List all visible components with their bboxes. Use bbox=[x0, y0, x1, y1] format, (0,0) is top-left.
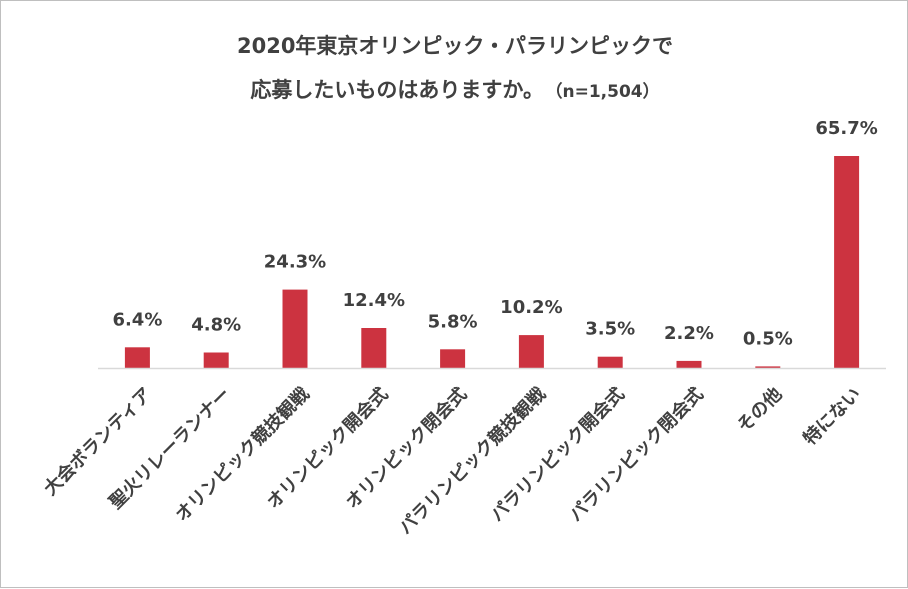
chart-title-line2: 応募したいものはありますか。 （n=1,504） bbox=[250, 78, 659, 102]
bar-2 bbox=[203, 352, 229, 368]
value-labels-group: 6.4% 4.8% 24.3% 12.4% 5.8% 10.2% 3.5% 2.2% 0.5% 6… bbox=[112, 118, 877, 349]
bar-5 bbox=[440, 349, 466, 368]
value-label-5: 5.8% bbox=[428, 311, 478, 332]
chart-sample-size: （n=1,504） bbox=[554, 81, 660, 102]
bar-4 bbox=[361, 328, 387, 368]
category-label-8: パラリンピック閉会式 bbox=[565, 383, 708, 526]
value-label-9: 0.5% bbox=[743, 328, 793, 349]
value-label-4: 12.4% bbox=[343, 290, 405, 311]
value-label-2: 4.8% bbox=[191, 315, 241, 336]
bar-10 bbox=[834, 156, 860, 368]
bar-9 bbox=[755, 366, 781, 368]
bars-group bbox=[124, 156, 860, 368]
value-label-7: 3.5% bbox=[585, 319, 635, 340]
category-label-3: オリンピック競技観戦 bbox=[171, 382, 315, 526]
category-label-7: パラリンピック開会式 bbox=[486, 383, 629, 526]
category-labels-group: 大会ボランティア聖火リレーランナーオリンピック競技観戦オリンピック開会式オリンピ… bbox=[39, 382, 865, 538]
value-label-3: 24.3% bbox=[264, 252, 326, 273]
value-label-1: 6.4% bbox=[112, 309, 162, 330]
category-label-10: 特にない bbox=[799, 383, 865, 449]
bar-3 bbox=[282, 289, 308, 368]
value-label-6: 10.2% bbox=[500, 297, 562, 318]
bar-1 bbox=[124, 347, 150, 368]
bar-7 bbox=[597, 356, 623, 368]
category-label-6: パラリンピック競技観戦 bbox=[394, 382, 550, 538]
value-label-8: 2.2% bbox=[664, 323, 714, 344]
chart-title-main: 応募したいものはありますか。 bbox=[250, 78, 544, 102]
value-label-10: 65.7% bbox=[815, 118, 877, 139]
chart-title-line1: 2020年東京オリンピック・パラリンピックで bbox=[237, 34, 673, 58]
bar-6 bbox=[518, 335, 544, 368]
category-label-9: その他 bbox=[733, 383, 787, 437]
bar-8 bbox=[676, 360, 702, 368]
